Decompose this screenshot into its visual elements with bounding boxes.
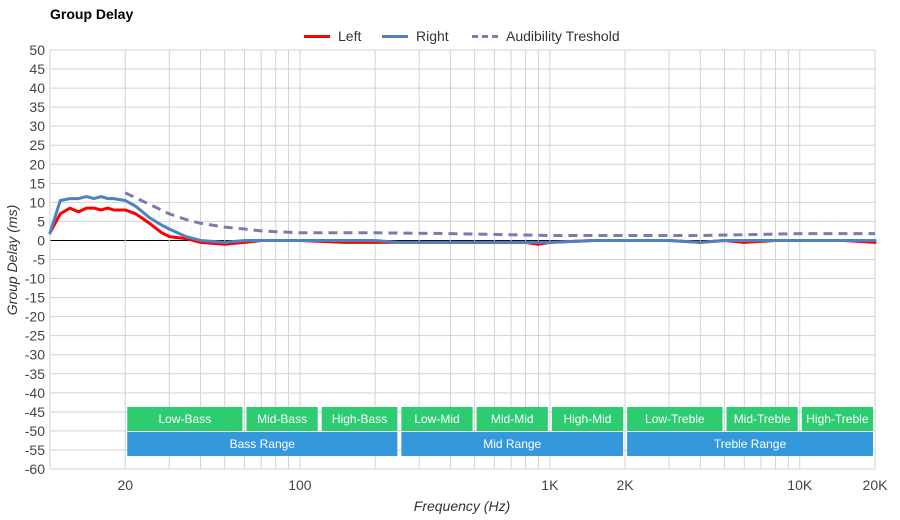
series-line-1	[48, 195, 877, 244]
y-tick-label: -20	[25, 309, 45, 325]
y-tick-label: -35	[25, 366, 45, 382]
range-label: Low-Treble	[645, 412, 705, 426]
series-line-2	[124, 191, 875, 237]
chart-title: Group Delay	[50, 6, 134, 22]
x-tick-label: 100	[288, 477, 312, 493]
y-tick-label: 30	[29, 118, 45, 134]
range-label: Mid-Mid	[491, 412, 534, 426]
y-tick-label: 20	[29, 156, 45, 172]
y-tick-label: -10	[25, 271, 45, 287]
chart-legend: Left Right Audibility Treshold	[0, 27, 900, 45]
y-tick-label: 45	[29, 61, 45, 77]
range-band	[627, 407, 723, 431]
y-tick-label: 10	[29, 194, 45, 210]
range-band	[127, 407, 243, 431]
y-tick-label: -5	[33, 252, 46, 268]
y-tick-label: -15	[25, 290, 45, 306]
range-band	[801, 407, 873, 431]
series	[48, 191, 877, 246]
frequency-ranges: Low-Bass Mid-Bass High-Bass Low-Mid Mid-Mid H…	[127, 407, 873, 456]
x-tick-label: 20K	[863, 477, 889, 493]
legend-item-left[interactable]: Left	[304, 27, 361, 45]
x-axis-title: Frequency (Hz)	[414, 498, 510, 514]
y-tick-label: 15	[29, 175, 45, 191]
grid	[49, 49, 876, 470]
range-band	[401, 407, 473, 431]
range-label: Low-Mid	[414, 412, 459, 426]
y-axis: 50454035302520151050-5-10-15-20-25-30-35…	[25, 42, 45, 477]
legend-label-right: Right	[416, 28, 449, 44]
range-band	[321, 407, 398, 431]
legend-label-left: Left	[338, 28, 362, 44]
y-tick-label: -50	[25, 423, 45, 439]
range-label: Mid Range	[483, 437, 541, 451]
range-band	[401, 432, 624, 456]
y-tick-label: -45	[25, 404, 45, 420]
legend-item-right[interactable]: Right	[382, 27, 449, 45]
x-tick-label: 10K	[787, 477, 813, 493]
range-label: Mid-Bass	[257, 412, 307, 426]
y-tick-label: -55	[25, 442, 45, 458]
range-band	[551, 407, 624, 431]
x-tick-label: 2K	[617, 477, 635, 493]
y-tick-label: -30	[25, 347, 45, 363]
range-label: Bass Range	[230, 437, 296, 451]
y-tick-label: 40	[29, 80, 45, 96]
y-tick-label: 35	[29, 99, 45, 115]
range-band	[127, 432, 398, 456]
range-band	[476, 407, 548, 431]
y-tick-label: 25	[29, 137, 45, 153]
x-tick-label: 20	[117, 477, 133, 493]
y-tick-label: -25	[25, 328, 45, 344]
range-label: High-Mid	[563, 412, 611, 426]
x-axis: 20 100 1K 2K 10K 20K	[117, 477, 888, 493]
y-tick-label: 0	[37, 232, 45, 248]
range-label: Mid-Treble	[734, 412, 791, 426]
range-band	[726, 407, 798, 431]
series-line-0	[48, 206, 877, 246]
y-tick-label: -60	[25, 461, 45, 477]
y-axis-title: Group Delay (ms)	[4, 205, 20, 315]
range-band	[627, 432, 873, 456]
y-tick-label: -40	[25, 385, 45, 401]
range-band	[246, 407, 318, 431]
y-tick-label: 50	[29, 42, 45, 58]
range-label: High-Bass	[332, 412, 387, 426]
y-tick-label: 5	[37, 213, 45, 229]
range-label: Treble Range	[714, 437, 787, 451]
x-tick-label: 1K	[541, 477, 559, 493]
legend-label-audibility: Audibility Treshold	[506, 28, 620, 44]
range-label: Low-Bass	[159, 412, 212, 426]
legend-swatch-right	[382, 34, 408, 38]
legend-swatch-audibility	[472, 34, 498, 38]
range-label: High-Treble	[806, 412, 869, 426]
legend-item-audibility[interactable]: Audibility Treshold	[472, 27, 620, 45]
legend-swatch-left	[304, 34, 330, 38]
